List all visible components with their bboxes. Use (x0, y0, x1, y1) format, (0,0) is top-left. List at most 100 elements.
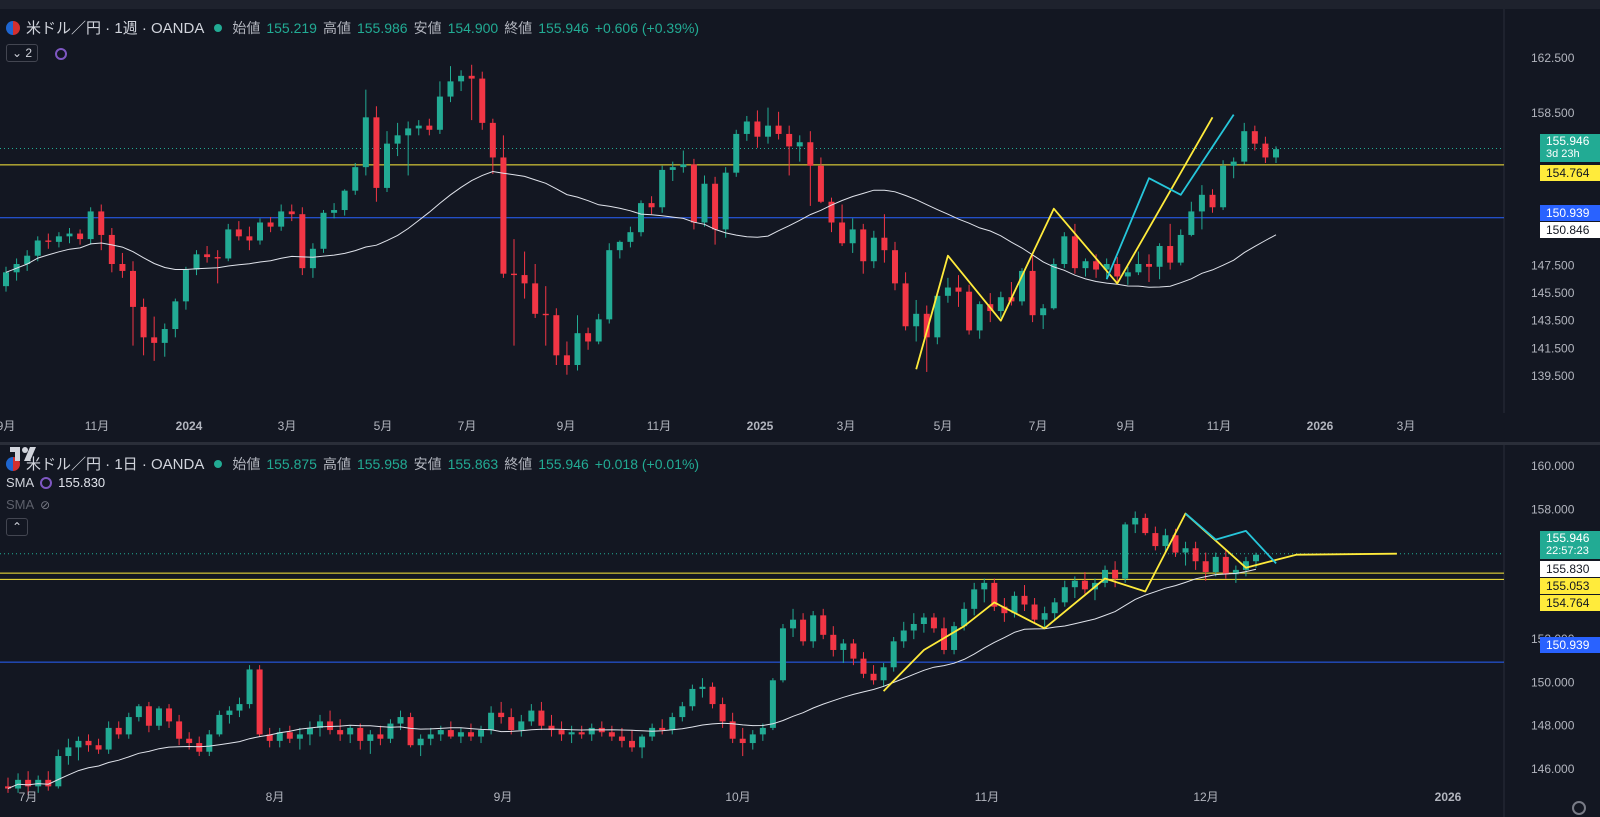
candle-body (902, 283, 909, 327)
candle-body (934, 295, 941, 338)
candle-body (405, 128, 412, 136)
candle-body (276, 732, 283, 741)
candle-body (1198, 194, 1205, 212)
candle-body (1071, 236, 1078, 269)
candle-body (1001, 606, 1008, 614)
collapse-control[interactable]: ⌃ (6, 518, 29, 536)
candle-body (105, 727, 112, 750)
candle-body (754, 121, 761, 137)
candle-body (176, 721, 183, 739)
candle-body (749, 734, 756, 744)
settings-gear-icon[interactable] (1572, 801, 1586, 815)
chevron-up-icon[interactable]: ⌃ (6, 518, 29, 536)
time-axis-label: 2024 (176, 419, 203, 433)
candle-body (130, 270, 136, 307)
candle-body (1041, 613, 1048, 620)
time-axis-label: 9月 (494, 790, 513, 804)
candle-body (712, 183, 719, 230)
candle-body (145, 706, 152, 726)
candle-body (1132, 517, 1139, 525)
sync-icon[interactable] (40, 476, 53, 489)
usdjpy-flag-icon (6, 20, 20, 35)
open-value: 155.219 (266, 19, 317, 36)
market-open-icon (214, 23, 223, 32)
candle-body (437, 730, 444, 735)
candle-body (417, 738, 424, 746)
candle-body (578, 732, 585, 735)
daily-chart-canvas[interactable]: 160.000158.000152.000150.000148.000146.0… (0, 445, 1600, 817)
time-axis-label: 3月 (1397, 419, 1416, 433)
price-axis-label: 158.500 (1531, 106, 1575, 120)
candle-body (216, 714, 223, 735)
sma-label[interactable]: SMA (6, 475, 35, 490)
candle-body (1051, 602, 1058, 614)
sma-line (7, 568, 1257, 789)
candle-body (373, 117, 380, 188)
candle-body (1102, 569, 1109, 583)
candle-body (616, 241, 623, 251)
yellow-line-badge: 154.764 (1540, 165, 1600, 181)
change-value: +0.018 (+0.01%) (594, 455, 700, 472)
indicator-collapse-control[interactable]: ⌄ 2 (6, 44, 68, 62)
eye-off-icon[interactable]: ⊘ (40, 497, 51, 512)
candle-body (75, 740, 82, 748)
sync-icon[interactable] (55, 47, 68, 60)
candle-body (890, 641, 897, 668)
weekly-symbol[interactable]: 米ドル／円 · 1週 · OANDA (26, 20, 205, 37)
candle-body (608, 732, 615, 737)
candle-body (629, 740, 635, 748)
weekly-legend: 米ドル／円 · 1週 · OANDA 始値 155.219 高値 155.986… (6, 17, 699, 38)
candle-body (257, 222, 263, 241)
weekly-chart-pane[interactable]: 162.500 158.500 147.500 145.500 143.500 141.5… (0, 0, 1600, 442)
candle-body (457, 732, 464, 737)
candle-body (981, 582, 988, 590)
candle-body (669, 717, 676, 731)
collapse-indicators-button[interactable]: ⌄ 2 (6, 44, 39, 62)
sma-indicator-row[interactable]: SMA 155.830 (6, 475, 105, 490)
open-value: 155.875 (266, 455, 317, 472)
candle-body (558, 730, 565, 735)
candle-body (638, 203, 644, 233)
candle-body (532, 283, 539, 314)
candle-body (1019, 270, 1025, 302)
candle-body (1172, 535, 1179, 553)
candle-body (733, 133, 740, 173)
change-value: +0.606 (+0.39%) (594, 19, 700, 36)
candle-body (881, 237, 888, 251)
candle-body (1124, 272, 1131, 277)
sma-hidden-row[interactable]: SMA ⊘ (6, 497, 50, 512)
low-label: 安値 (413, 455, 442, 472)
candle-body (722, 172, 729, 230)
candle-body (680, 164, 687, 168)
price-axis-label: 139.500 (1531, 369, 1575, 383)
candle-body (299, 214, 306, 269)
candle-body (3, 272, 9, 287)
daily-symbol[interactable]: 米ドル／円 · 1日 · OANDA (26, 456, 205, 473)
sma-hidden-label[interactable]: SMA (6, 497, 35, 512)
tradingview-logo-icon[interactable] (8, 445, 38, 463)
high-label: 高値 (322, 455, 351, 472)
candle-body (95, 745, 102, 750)
candle-body (1135, 264, 1142, 273)
last-price-badge: 155.946 3d 23h (1540, 134, 1600, 162)
last-price-value: 155.946 (1546, 134, 1590, 148)
low-value: 155.863 (447, 455, 499, 472)
candle-body (1241, 131, 1248, 162)
candle-body (1182, 548, 1189, 553)
time-axis-label: 3月 (837, 419, 856, 433)
candle-body (320, 212, 327, 249)
candle-body (426, 125, 433, 130)
candle-body (765, 125, 771, 137)
candle-body (161, 329, 168, 343)
time-axis-label: 7月 (1029, 419, 1048, 433)
candle-body (648, 203, 655, 208)
high-label: 高値 (322, 19, 351, 36)
candle-body (309, 248, 316, 269)
price-axis-label: 143.500 (1531, 314, 1575, 328)
candle-body (488, 712, 495, 731)
candle-body (108, 234, 115, 265)
daily-chart-pane[interactable]: 160.000158.000152.000150.000148.000146.0… (0, 442, 1600, 817)
time-axis-label: 5月 (934, 419, 953, 433)
weekly-chart-canvas[interactable]: 162.500 158.500 147.500 145.500 143.500 141.5… (0, 9, 1600, 442)
candle-body (467, 732, 474, 737)
